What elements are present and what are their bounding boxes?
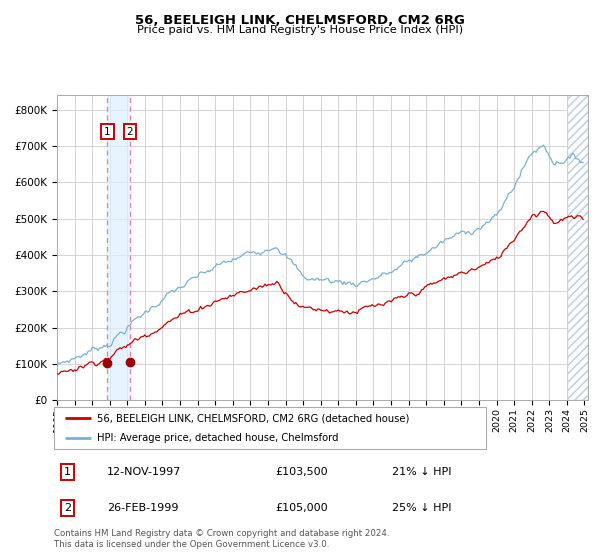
Text: 12-NOV-1997: 12-NOV-1997 [107,467,181,477]
Text: 26-FEB-1999: 26-FEB-1999 [107,503,178,513]
FancyBboxPatch shape [54,407,486,449]
Bar [107,95,130,400]
Text: 56, BEELEIGH LINK, CHELMSFORD, CM2 6RG: 56, BEELEIGH LINK, CHELMSFORD, CM2 6RG [135,14,465,27]
Text: Contains HM Land Registry data © Crown copyright and database right 2024.
This d: Contains HM Land Registry data © Crown c… [54,529,389,549]
Bar [568,95,588,400]
Text: 2: 2 [64,503,71,513]
Text: 25% ↓ HPI: 25% ↓ HPI [392,503,451,513]
Text: 2: 2 [127,127,133,137]
Text: HPI: Average price, detached house, Chelmsford: HPI: Average price, detached house, Chel… [97,433,338,444]
Text: 1: 1 [104,127,111,137]
Text: 56, BEELEIGH LINK, CHELMSFORD, CM2 6RG (detached house): 56, BEELEIGH LINK, CHELMSFORD, CM2 6RG (… [97,413,410,423]
Text: £105,000: £105,000 [276,503,328,513]
Text: 1: 1 [64,467,71,477]
Text: £103,500: £103,500 [276,467,328,477]
Bar [568,95,588,400]
Text: 21% ↓ HPI: 21% ↓ HPI [392,467,451,477]
Text: Price paid vs. HM Land Registry's House Price Index (HPI): Price paid vs. HM Land Registry's House … [137,25,463,35]
